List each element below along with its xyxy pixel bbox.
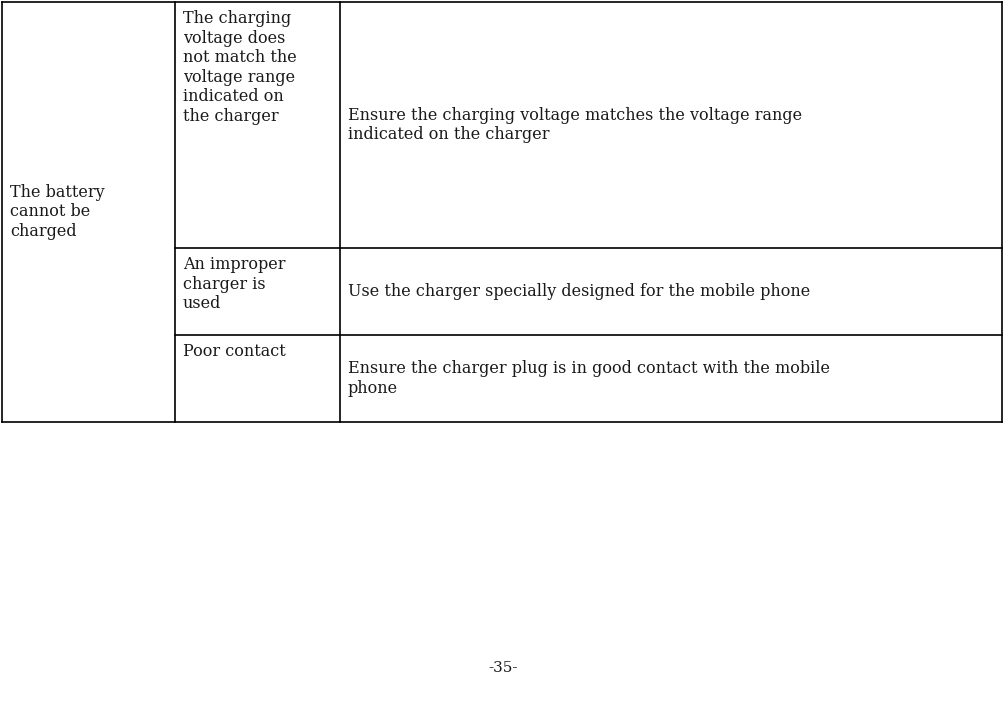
Text: Ensure the charging voltage matches the voltage range
indicated on the charger: Ensure the charging voltage matches the … xyxy=(348,107,803,144)
Text: -35-: -35- xyxy=(488,661,519,675)
Text: An improper
charger is
used: An improper charger is used xyxy=(183,256,286,312)
Text: The charging
voltage does
not match the
voltage range
indicated on
the charger: The charging voltage does not match the … xyxy=(183,10,297,125)
Text: The battery
cannot be
charged: The battery cannot be charged xyxy=(10,184,105,240)
Text: Use the charger specially designed for the mobile phone: Use the charger specially designed for t… xyxy=(348,283,811,300)
Text: Ensure the charger plug is in good contact with the mobile
phone: Ensure the charger plug is in good conta… xyxy=(348,360,830,397)
Text: Poor contact: Poor contact xyxy=(183,343,286,360)
